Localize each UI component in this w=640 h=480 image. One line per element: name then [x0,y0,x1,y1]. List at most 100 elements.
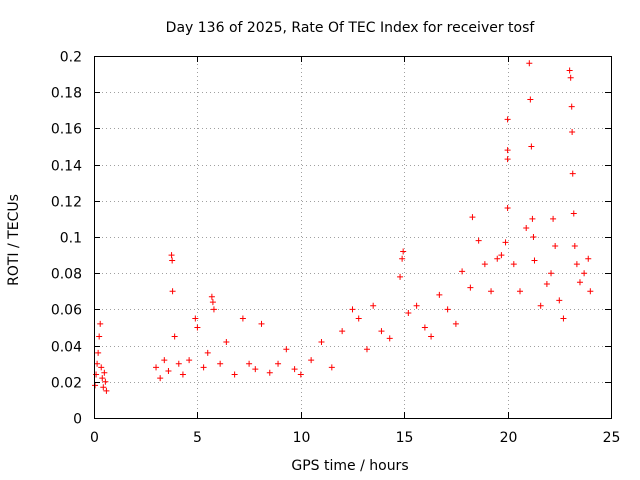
data-point [355,315,362,322]
data-point [481,261,488,268]
data-point [566,67,573,74]
data-point [246,360,253,367]
chart-title: Day 136 of 2025, Rate Of TEC Index for r… [166,20,536,36]
data-point [204,349,211,356]
data-point [252,366,259,373]
x-tick-label: 25 [603,430,621,446]
x-axis-label: GPS time / hours [291,458,408,474]
data-point [530,234,537,240]
data-point [569,170,576,177]
data-point [560,315,567,322]
y-tick-label: 0.1 [60,231,82,247]
y-tick-label: 0 [73,412,82,428]
data-point [92,382,99,389]
data-point [400,248,407,255]
data-point [504,116,511,123]
data-point [568,103,575,110]
data-point [552,243,559,250]
data-point [386,335,393,342]
data-point [378,328,385,335]
data-point [548,270,555,277]
data-point [526,60,533,67]
y-tick-label: 0.12 [51,195,82,211]
data-point [308,357,315,364]
data-point [169,257,176,264]
data-point [283,346,290,353]
data-point [527,96,534,103]
data-point [459,268,466,275]
data-point [194,324,201,331]
x-tick-label: 15 [396,430,414,446]
data-point [436,291,443,298]
data-point [494,255,501,262]
data-point [504,156,511,163]
data-point [103,387,110,394]
data-point [100,384,107,391]
data-point [339,328,346,335]
data-point [413,302,420,309]
data-point [210,306,217,313]
data-point [587,288,594,295]
data-point [217,360,224,367]
x-tick-label: 20 [500,430,518,446]
data-point [297,371,304,378]
data-point [266,369,273,376]
data-point [363,346,370,353]
data-point [186,357,193,364]
data-point [556,297,563,304]
data-point [569,129,576,136]
data-point [94,360,101,367]
data-point [488,288,495,295]
data-point [523,224,530,231]
data-point [469,214,476,221]
y-tick-label: 0.06 [51,303,82,319]
data-point [405,310,412,317]
data-point [550,215,557,222]
data-point [208,293,215,300]
y-tick-label: 0.2 [60,50,82,66]
data-point [498,252,505,259]
x-tick-label: 0 [90,430,99,446]
data-point [581,270,588,277]
data-point [97,320,104,327]
data-point [102,378,109,385]
data-point [529,215,536,222]
data-point [192,315,199,322]
data-point [428,333,435,340]
data-point [161,357,168,364]
x-axis-ticks: 0 5 10 15 20 25 [90,56,620,446]
data-point [168,252,175,259]
data-point [169,288,176,295]
data-point [567,74,574,81]
data-point [179,371,186,378]
x-tick-label: 10 [293,430,311,446]
data-point [537,302,544,309]
data-point [95,349,102,356]
data-point [570,210,577,217]
x-tick-label: 5 [193,430,202,446]
y-axis-label: ROTI / TECUs [6,194,22,286]
data-point [475,237,482,244]
data-point [223,338,230,345]
data-point [258,320,265,327]
data-point [370,302,377,309]
data-point [101,369,108,376]
data-point [239,315,246,322]
data-point [517,288,524,295]
data-point [510,261,517,268]
data-point [571,243,578,250]
data-point [231,371,238,378]
data-point [318,338,325,345]
data-point [421,324,428,331]
data-point [171,333,178,340]
data-point [585,255,592,262]
data-point [528,143,535,150]
data-point [275,360,282,367]
data-point [397,273,404,280]
data-point [153,364,160,371]
y-tick-label: 0.16 [51,122,82,138]
data-point [399,255,406,262]
data-point [504,147,511,154]
